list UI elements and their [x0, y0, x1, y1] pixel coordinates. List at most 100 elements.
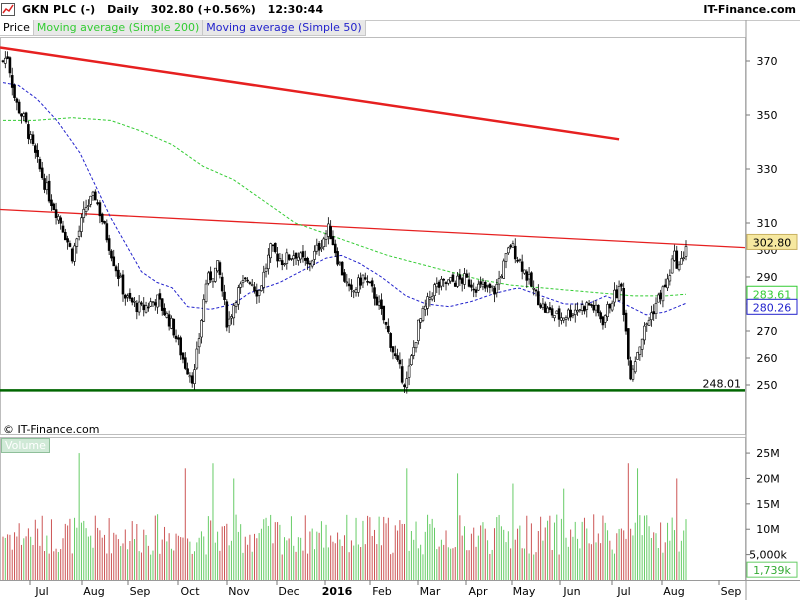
candle-body: [260, 285, 263, 291]
candle-body: [583, 306, 586, 312]
candle-body: [507, 247, 510, 254]
candle-body: [105, 223, 109, 241]
time-tick-label: Dec: [278, 585, 299, 598]
candle-body: [38, 159, 42, 170]
candle-body: [430, 296, 434, 300]
candle-body: [276, 253, 279, 262]
candle-body: [624, 312, 628, 332]
volume-pane: [0, 437, 746, 581]
volume-tick-label: 10M: [756, 523, 780, 536]
candle-body: [267, 254, 270, 270]
legend-ma200[interactable]: Moving average (Simple 200): [33, 20, 204, 35]
candle-body: [151, 301, 155, 303]
candle-body: [8, 57, 12, 74]
candle-body: [287, 254, 291, 260]
price-tick-label: 250: [757, 379, 778, 392]
candle-body: [511, 243, 515, 248]
candle-body: [590, 304, 593, 306]
candle-body: [631, 368, 635, 380]
candle-body: [34, 145, 37, 153]
candle-body: [578, 309, 582, 311]
candle-body: [483, 281, 487, 289]
candle-body: [396, 355, 399, 360]
candle-body: [426, 296, 429, 309]
candle-body: [613, 289, 616, 303]
candle-body: [177, 337, 180, 340]
candle-body: [310, 260, 314, 267]
candle-body: [1, 60, 5, 62]
candle-body: [20, 113, 23, 117]
candle-body: [216, 260, 219, 272]
candle-body: [36, 149, 39, 158]
indicator-legend: Price Moving average (Simple 200) Moving…: [0, 20, 366, 36]
candle-body: [170, 317, 173, 329]
candle-body: [668, 275, 672, 282]
last-volume-badge: [746, 561, 798, 578]
candle-body: [167, 314, 171, 327]
candles: [1, 51, 688, 394]
candle-body: [149, 301, 152, 307]
candle-body: [84, 207, 88, 212]
volume-pane-label[interactable]: Volume: [1, 438, 50, 453]
candle-body: [481, 284, 485, 288]
candle-body: [617, 285, 621, 301]
candle-body: [82, 209, 86, 218]
candle-body: [202, 299, 206, 322]
candle-body: [490, 285, 494, 288]
candle-body: [77, 230, 81, 237]
candle-body: [320, 247, 323, 250]
candle-body: [89, 195, 92, 205]
candle-body: [527, 274, 531, 280]
time-tick-label: Jun: [562, 585, 580, 598]
candle-body: [387, 325, 390, 333]
candle-body: [255, 290, 259, 297]
candle-body: [112, 256, 116, 267]
candle-body: [135, 302, 139, 313]
time-tick-label: Apr: [468, 585, 488, 598]
candle-body: [350, 284, 353, 290]
candle-body: [193, 369, 196, 384]
candle-body: [636, 352, 639, 360]
candle-body: [368, 281, 372, 284]
candle-body: [80, 217, 83, 232]
candle-body: [147, 306, 150, 309]
candle-body: [57, 216, 60, 221]
candle-body: [107, 238, 111, 251]
candle-body: [509, 245, 512, 248]
candle-body: [400, 366, 404, 383]
time-tick-label: Aug: [83, 585, 104, 598]
legend-ma50[interactable]: Moving average (Simple 50): [203, 20, 366, 35]
time-tick-label: Sep: [130, 585, 151, 598]
legend-price[interactable]: Price: [0, 20, 34, 35]
candle-body: [398, 359, 402, 365]
time-label: 12:30:44: [267, 3, 324, 16]
candle-body: [663, 284, 667, 288]
candle-body: [447, 279, 450, 284]
price-tick-label: 370: [757, 55, 778, 68]
candle-body: [234, 302, 238, 307]
candle-body: [640, 338, 644, 350]
candle-body: [232, 305, 236, 319]
candle-body: [43, 178, 46, 190]
candle-body: [599, 312, 602, 320]
candle-body: [645, 323, 649, 326]
candle-body: [405, 378, 409, 388]
candle-body: [340, 261, 344, 276]
copyright-label: © IT-Finance.com: [3, 423, 100, 436]
candle-body: [488, 283, 492, 289]
candle-body: [301, 251, 305, 258]
candle-body: [419, 318, 422, 323]
candle-body: [188, 375, 192, 378]
candle-body: [123, 294, 127, 299]
candle-body: [130, 297, 134, 303]
candle-body: [541, 303, 545, 308]
candle-body: [633, 361, 637, 373]
candle-body: [435, 283, 439, 288]
candle-body: [160, 298, 164, 311]
candle-body: [15, 98, 19, 103]
candle-body: [142, 304, 146, 311]
candle-body: [253, 286, 256, 292]
candle-body: [670, 258, 674, 274]
candle-body: [324, 233, 328, 240]
candle-body: [580, 304, 584, 311]
